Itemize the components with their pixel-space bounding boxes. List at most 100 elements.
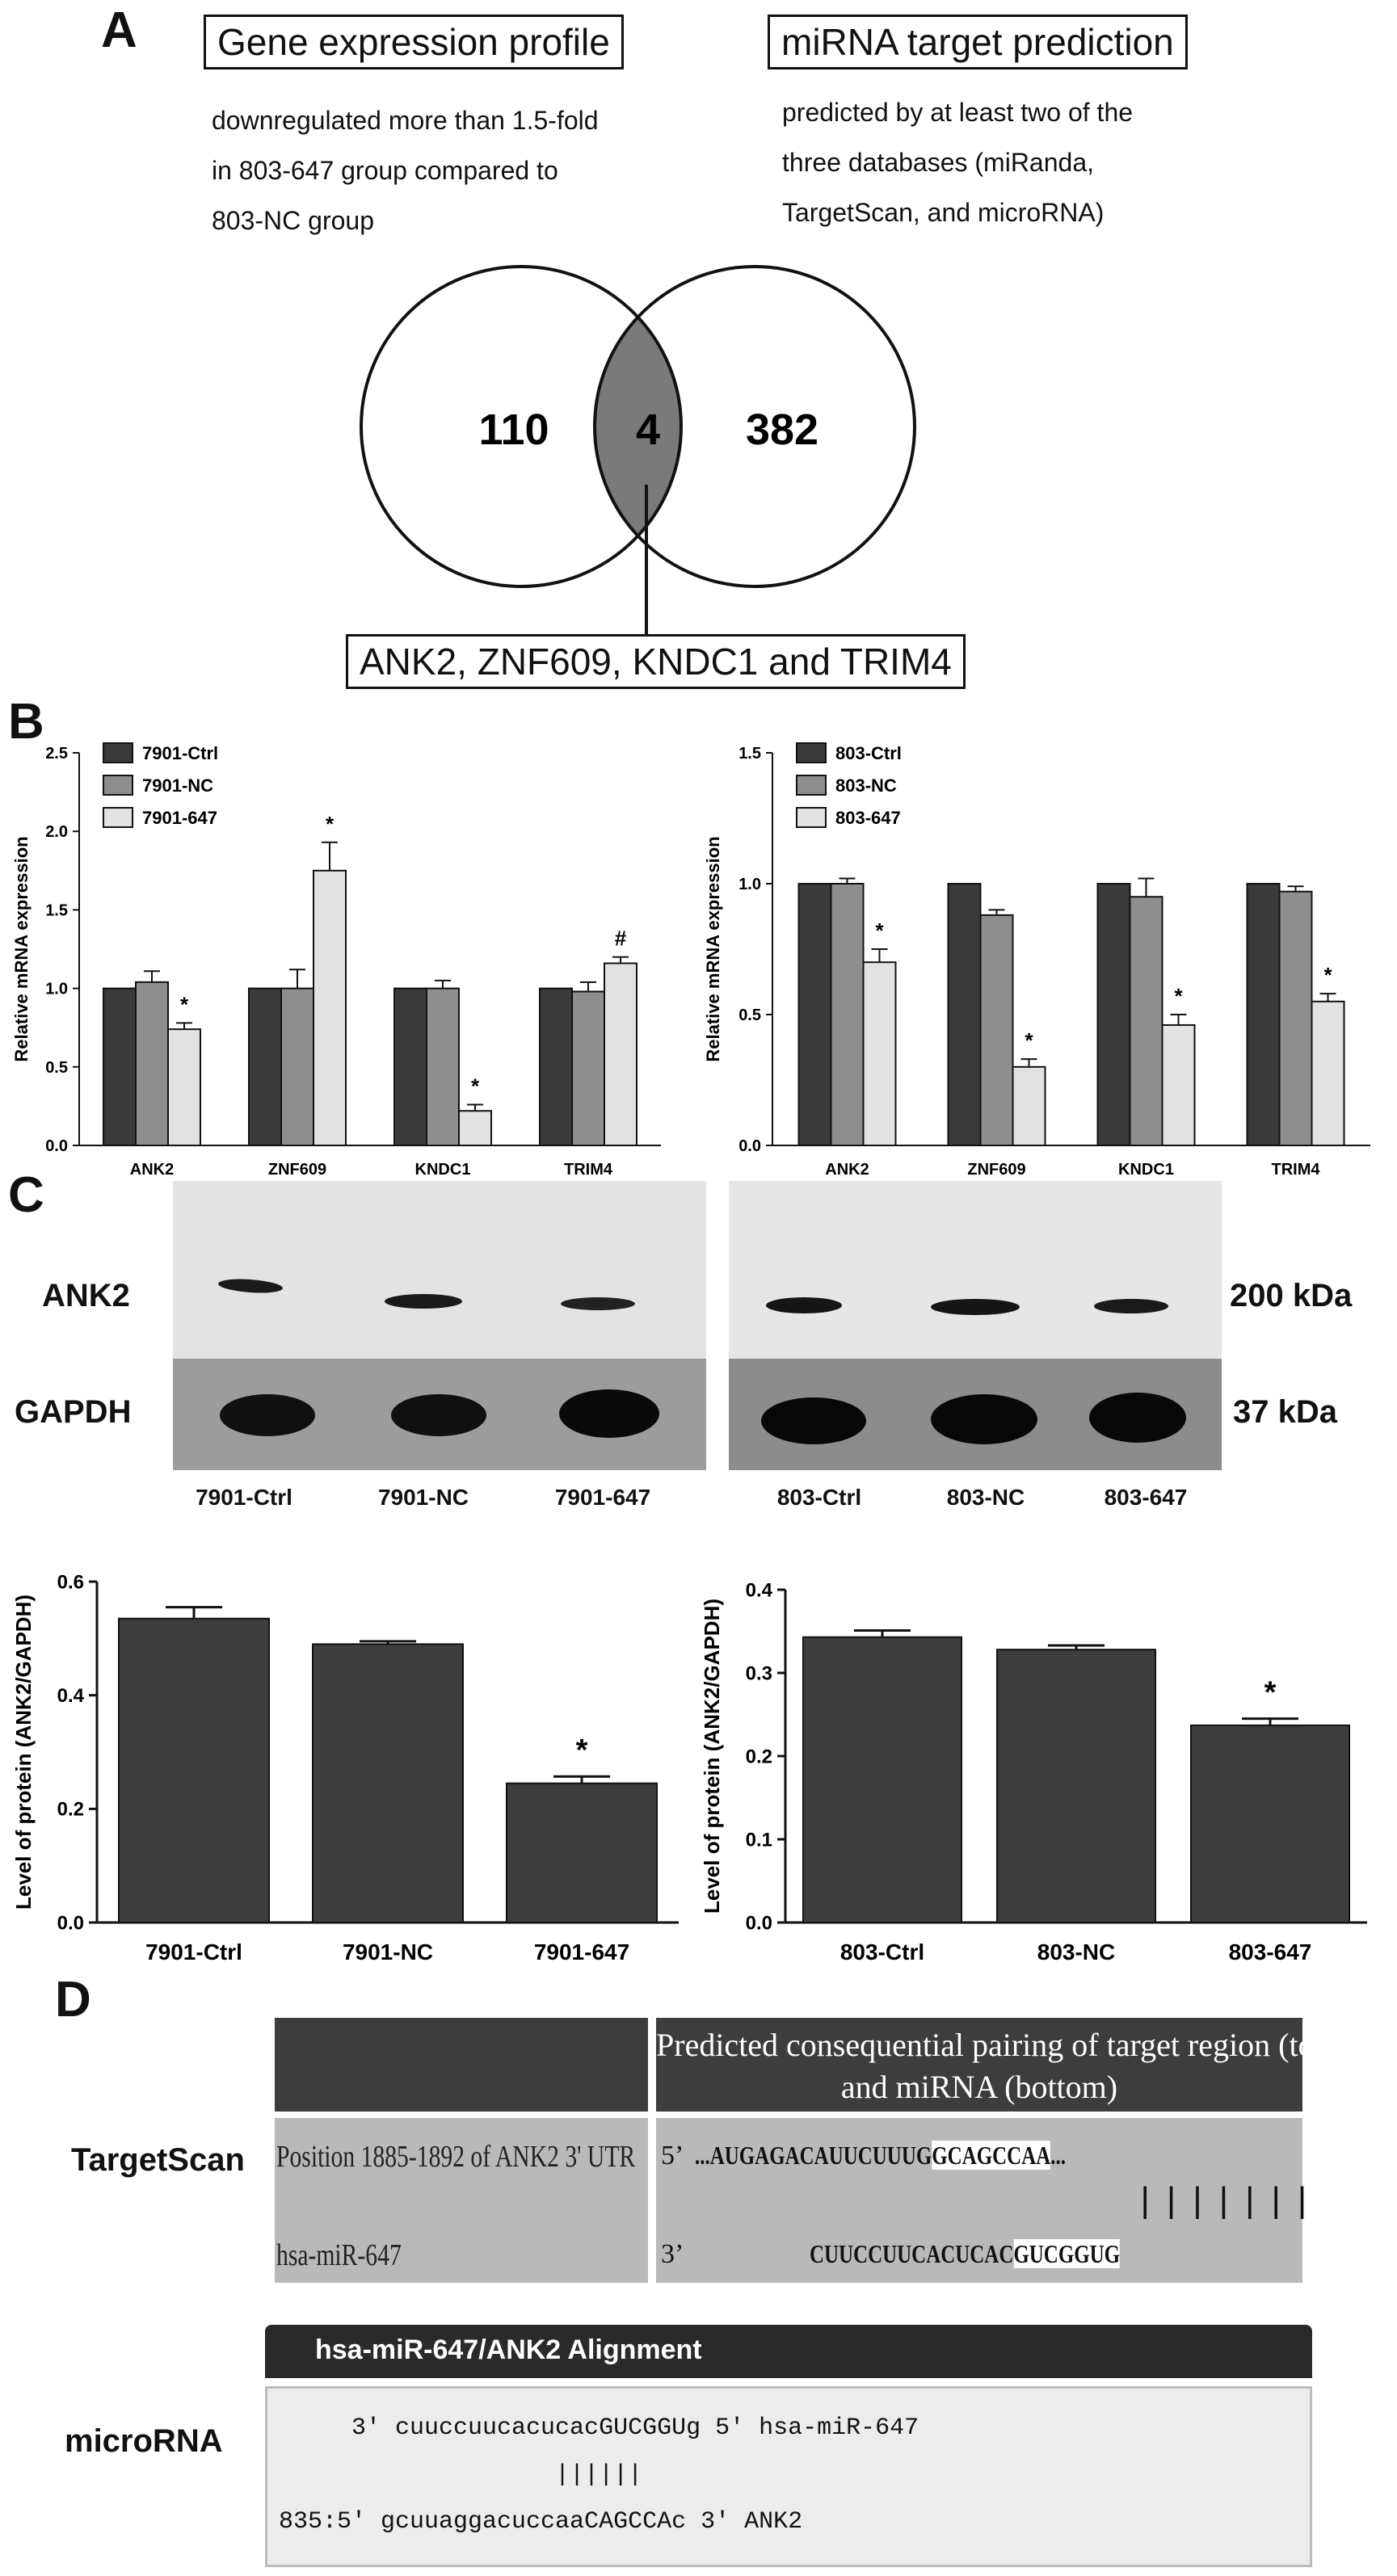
blot-lane-label: 7901-Ctrl (196, 1485, 292, 1510)
y-tick-label: 0.4 (57, 1685, 85, 1707)
bar (830, 883, 865, 1146)
blot-row-label-gapdh: GAPDH (15, 1394, 132, 1430)
five-prime-marker: 5’ (661, 2141, 684, 2170)
y-axis-label: Relative mRNA expression (11, 836, 32, 1061)
alignment-line-target: 835:5' gcuuaggacuccaaCAGCCAc 3' ANK2 (279, 2508, 803, 2536)
bar (1161, 1023, 1196, 1146)
alignment-title-bar: hsa-miR-647/ANK2 Alignment (265, 2325, 1312, 2378)
significance-marker: * (326, 812, 335, 836)
western-blot-7901 (173, 1181, 706, 1470)
y-axis-label: Relative mRNA expression (703, 836, 723, 1061)
mirna-sequence: CUUCCUUCACUCACGUCGGUG (810, 2239, 1121, 2269)
legend-label: 7901-NC (142, 775, 213, 796)
x-tick-label: KNDC1 (415, 1161, 471, 1179)
y-tick-label: 1.5 (738, 745, 761, 763)
bar (248, 987, 282, 1146)
band-gapdh (1089, 1393, 1186, 1443)
y-tick-label: 0.5 (738, 1006, 761, 1024)
x-tick-label: 7901-Ctrl (145, 1939, 242, 1965)
venn-right-count: 382 (746, 406, 818, 454)
x-tick-label: TRIM4 (1272, 1161, 1321, 1179)
alignment-line-pairs: |||||| (279, 2461, 643, 2489)
alignment-box: 3' cuuccuucacucacGUCGGUg 5' hsa-miR-647 … (265, 2386, 1312, 2567)
mirna-seed-highlight: GUCGGUG (1013, 2239, 1121, 2268)
x-tick-label: ZNF609 (268, 1161, 326, 1179)
significance-marker: * (1174, 984, 1183, 1008)
bar (426, 987, 460, 1146)
y-tick-label: 2.0 (45, 823, 68, 841)
blot-ank2-strip-803 (729, 1181, 1222, 1359)
y-axis-label: Level of protein (ANK2/GAPDH) (11, 1595, 36, 1910)
band-gapdh (761, 1397, 866, 1444)
band-ank2 (931, 1299, 1020, 1315)
header-line: Predicted consequential pairing of targe… (656, 2027, 1341, 2063)
blot-lane-label: 803-Ctrl (776, 1485, 862, 1510)
bar (862, 961, 897, 1147)
panel-letter-d: D (55, 1972, 91, 2028)
bar (1096, 883, 1131, 1146)
target-sequence-suffix: ... (1050, 2141, 1066, 2170)
y-tick-label: 0.6 (57, 1571, 84, 1593)
legend-label: 803-NC (835, 775, 897, 796)
pairing-bars: ||||||| (1134, 2183, 1318, 2223)
y-tick-label: 0.0 (45, 1137, 68, 1155)
x-tick-label: ANK2 (130, 1161, 174, 1179)
three-prime-marker: 3’ (661, 2239, 684, 2269)
bar (1311, 1000, 1345, 1146)
bar (1190, 1724, 1350, 1923)
overlap-genes-box: ANK2, ZNF609, KNDC1 and TRIM4 (346, 634, 966, 689)
y-tick-label: 0.2 (746, 1746, 772, 1767)
band-gapdh (391, 1394, 486, 1436)
significance-marker: * (576, 1733, 588, 1767)
significance-marker: * (1264, 1676, 1277, 1710)
legend-swatch (796, 807, 827, 828)
band-gapdh (931, 1394, 1037, 1444)
header-line: and miRNA (bottom) (840, 2069, 1118, 2105)
bar (118, 1617, 270, 1923)
x-tick-label: 803-NC (1037, 1939, 1115, 1965)
bar (393, 987, 427, 1146)
mirna-sequence-prefix: CUUCCUUCACUCAC (810, 2239, 1014, 2268)
panel-letter-c: C (8, 1167, 44, 1223)
target-seed-highlight: GCAGCCAA (932, 2141, 1051, 2170)
western-blot-803 (729, 1181, 1222, 1470)
significance-marker: * (471, 1074, 480, 1098)
bar (458, 1110, 492, 1146)
significance-marker: # (615, 927, 627, 951)
alignment-line-mirna: 3' cuuccuucacucacGUCGGUg 5' hsa-miR-647 (279, 2414, 919, 2442)
bar (604, 962, 637, 1146)
y-tick-label: 0.3 (746, 1662, 772, 1684)
legend-swatch (103, 775, 133, 796)
blot-size-37kda: 37 kDa (1233, 1394, 1337, 1430)
legend-swatch (103, 807, 133, 828)
target-sequence-prefix: ...AUGAGACAUUCUUUG (695, 2141, 932, 2170)
bar (312, 1643, 464, 1923)
bar (802, 1636, 962, 1924)
bar (571, 990, 605, 1146)
panel-letter-b: B (8, 694, 44, 750)
bar (996, 1649, 1156, 1923)
x-tick-label: ZNF609 (967, 1161, 1025, 1179)
venn-right-circle (593, 265, 916, 588)
description-line: 803-NC group (212, 206, 374, 235)
targetscan-label: TargetScan (71, 2142, 245, 2178)
mirna-prediction-description: predicted by at least two of the three d… (782, 87, 1133, 237)
legend-swatch (796, 775, 827, 796)
bar (947, 883, 982, 1146)
mirna-name-text: hsa-miR-647 (276, 2238, 402, 2272)
alignment-text: 3' cuuccuucacucacGUCGGUg 5' hsa-miR-647 … (279, 2405, 919, 2545)
y-tick-label: 1.5 (45, 901, 68, 919)
bar (539, 987, 573, 1146)
bar (1246, 883, 1281, 1146)
description-line: three databases (miRanda, (782, 148, 1094, 177)
y-tick-label: 2.5 (45, 745, 68, 763)
bar (506, 1782, 658, 1923)
blot-lane-label: 7901-647 (554, 1485, 651, 1510)
blot-lane-label: 7901-NC (377, 1485, 469, 1510)
x-tick-label: 803-647 (1229, 1939, 1312, 1965)
y-axis-label: Level of protein (ANK2/GAPDH) (700, 1599, 724, 1914)
band-ank2 (1094, 1299, 1168, 1313)
x-tick-label: ANK2 (825, 1161, 869, 1179)
bar (280, 987, 314, 1146)
significance-marker: * (875, 918, 884, 943)
